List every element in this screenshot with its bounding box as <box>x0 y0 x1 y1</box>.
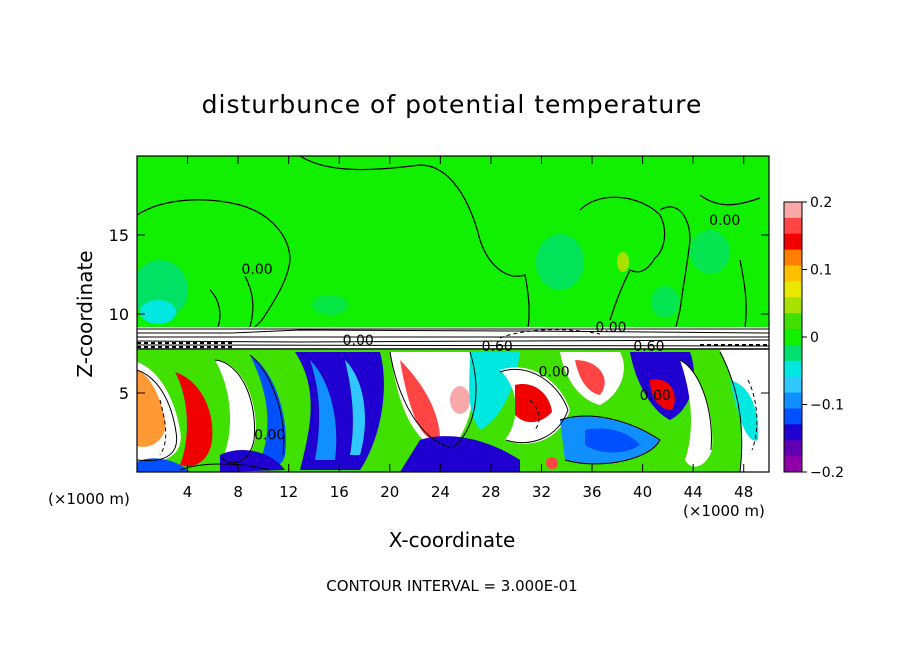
contour-label: 0.00 <box>241 262 272 278</box>
colorbar-cell <box>784 313 802 330</box>
y-tick-label: 10 <box>109 305 129 324</box>
x-tick-label: 44 <box>684 483 703 501</box>
contour-interval-footer: CONTOUR INTERVAL = 3.000E-01 <box>326 577 577 595</box>
plot-area <box>137 156 769 472</box>
svg-text:0.00: 0.00 <box>343 333 374 349</box>
colorbar-cell <box>784 408 802 425</box>
x-tick-label: 24 <box>431 483 450 501</box>
svg-text:0.00: 0.00 <box>241 262 272 278</box>
colorbar-tick-label: 0.1 <box>810 263 832 279</box>
chart-title: disturbunce of potential temperature <box>202 90 703 119</box>
colorbar-cells <box>784 202 802 473</box>
x-tick-label: 32 <box>532 483 551 501</box>
x-tick-label: 36 <box>582 483 601 501</box>
colorbar-cell <box>784 456 802 473</box>
field-patch <box>617 252 629 272</box>
x-tick-label: 4 <box>183 483 193 501</box>
svg-text:0.60: 0.60 <box>482 339 513 355</box>
field-patch <box>312 295 348 315</box>
contour-label: 0.00 <box>709 213 740 229</box>
colorbar-cell <box>784 424 802 441</box>
colorbar-labels: 0.2 0.1 0 −0.1 −0.2 <box>810 195 844 481</box>
contour-label: 0.00 <box>343 333 374 349</box>
colorbar: 0.2 0.1 0 −0.1 −0.2 <box>783 195 844 481</box>
contour-label: 0.00 <box>254 428 285 444</box>
svg-text:0.00: 0.00 <box>595 320 626 336</box>
contour-labels: 0.00 0.00 0.00 0.60 0.60 0.00 0.00 0.00 0.00 <box>241 213 740 444</box>
y-tick-label: 15 <box>109 226 129 245</box>
x-tick-label: 48 <box>734 483 753 501</box>
x-axis-label: X-coordinate <box>389 528 516 552</box>
colorbar-cell <box>784 344 802 362</box>
field-patch <box>651 286 679 318</box>
field-patch <box>140 300 176 324</box>
field-patch <box>536 234 584 290</box>
colorbar-cell <box>784 297 802 314</box>
contour-label: 0.60 <box>633 339 664 355</box>
colorbar-cell <box>784 265 802 282</box>
colorbar-cell <box>784 440 802 457</box>
x-unit-label-right: (×1000 m) <box>683 502 765 520</box>
colorbar-cell <box>784 376 802 394</box>
svg-text:0.60: 0.60 <box>633 339 664 355</box>
colorbar-ticks <box>802 201 807 473</box>
colorbar-cell <box>784 281 802 298</box>
x-tick-label: 12 <box>279 483 298 501</box>
colorbar-cell <box>784 217 802 235</box>
y-axis-ticks <box>137 234 769 394</box>
colorbar-cell <box>784 202 802 219</box>
boundary-layer-contours <box>137 351 758 472</box>
svg-text:0.00: 0.00 <box>709 213 740 229</box>
colorbar-tick-label: −0.2 <box>810 465 844 481</box>
svg-text:0.00: 0.00 <box>254 428 285 444</box>
colorbar-cell <box>784 360 802 378</box>
colorbar-cell <box>784 249 802 267</box>
x-tick-label: 28 <box>481 483 500 501</box>
y-axis-label: Z-coordinate <box>73 250 97 377</box>
colorbar-cell <box>784 392 802 409</box>
svg-text:0.00: 0.00 <box>539 364 570 380</box>
colorbar-cell <box>784 233 802 251</box>
contour-label: 0.00 <box>640 388 671 404</box>
contour-label: 0.00 <box>595 320 626 336</box>
colorbar-tick-label: 0.2 <box>810 195 832 211</box>
svg-text:0.00: 0.00 <box>640 388 671 404</box>
y-axis-tick-labels: 5 10 15 <box>109 226 129 403</box>
x-tick-label: 8 <box>233 483 243 501</box>
x-unit-label-left: (×1000 m) <box>48 490 130 508</box>
contour-label: 0.00 <box>539 364 570 380</box>
field-patch <box>690 230 730 274</box>
x-axis-ticks <box>187 156 745 472</box>
x-tick-label: 20 <box>380 483 399 501</box>
colorbar-tick-label: −0.1 <box>810 398 844 414</box>
inversion-band <box>137 327 769 350</box>
colorbar-cell <box>784 329 802 346</box>
colorbar-tick-label: 0 <box>810 330 819 346</box>
inversion-contours <box>137 328 769 350</box>
upper-contours <box>137 156 761 328</box>
x-axis-tick-labels: 4 8 12 16 20 24 28 32 36 40 44 48 <box>183 483 753 501</box>
x-tick-label: 16 <box>330 483 349 501</box>
x-tick-label: 40 <box>633 483 652 501</box>
y-tick-label: 5 <box>119 384 129 403</box>
contour-label: 0.60 <box>482 339 513 355</box>
